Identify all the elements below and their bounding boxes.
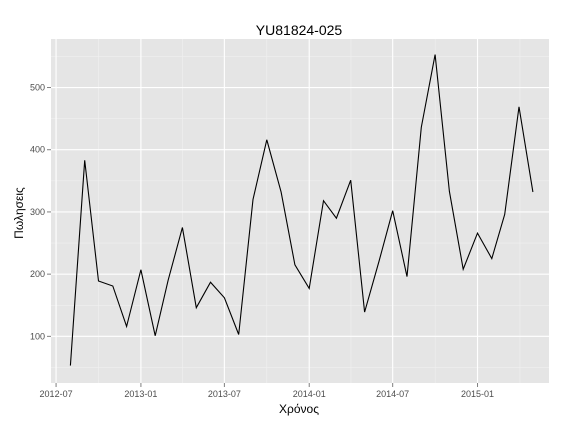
y-axis-title: Πωλησεις — [12, 187, 26, 239]
sales-series-line — [69, 54, 534, 366]
axis-ticks — [47, 87, 479, 387]
x-tick-label: 2013-01 — [124, 389, 157, 399]
y-tick-label: 200 — [30, 269, 45, 279]
x-axis-title: Χρόνος — [279, 402, 319, 416]
x-tick-label: 2013-07 — [208, 389, 241, 399]
plot-panel — [51, 39, 549, 383]
axis-tick-labels: 100 200 300 400 500 2012-07 2013-01 2013-07 2014… — [30, 83, 494, 399]
y-tick-label: 400 — [30, 145, 45, 155]
x-tick-label: 2014-01 — [293, 389, 326, 399]
y-tick-label: 500 — [30, 83, 45, 93]
y-tick-label: 300 — [30, 207, 45, 217]
minor-gridlines — [51, 39, 549, 383]
x-tick-label: 2012-07 — [40, 389, 73, 399]
chart-title: YU81824-025 — [256, 22, 343, 38]
y-tick-label: 100 — [30, 331, 45, 341]
x-tick-label: 2014-07 — [376, 389, 409, 399]
x-tick-label: 2015-01 — [461, 389, 494, 399]
